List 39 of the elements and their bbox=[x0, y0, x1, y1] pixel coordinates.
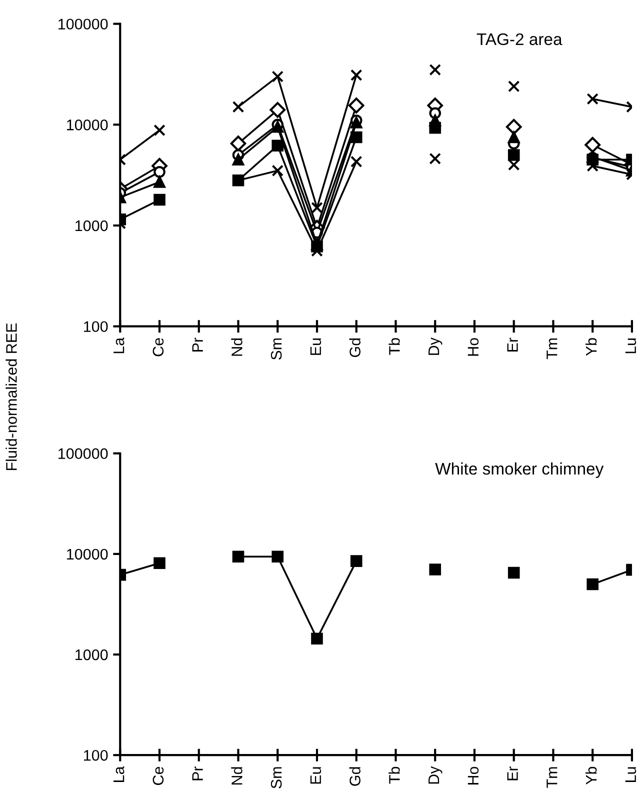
x-tick-label: Lu bbox=[625, 338, 636, 354]
x-tick-label: Er bbox=[507, 766, 518, 780]
x-tick-label: Er bbox=[507, 338, 518, 352]
y-axis-title: Fluid-normalized REE bbox=[6, 323, 17, 470]
x-tick-label: Ce bbox=[152, 338, 164, 356]
x-tick-label: Ho bbox=[468, 338, 479, 356]
y-tick-label: 10000 bbox=[67, 120, 108, 130]
y-tick-label: 100000 bbox=[58, 18, 108, 30]
y-tick-label: 1000 bbox=[76, 649, 108, 660]
x-tick-label: Dy bbox=[428, 766, 442, 784]
y-tick-label: 100 bbox=[84, 750, 108, 761]
x-tick-label: Yb bbox=[585, 766, 597, 785]
x-tick-label: Ce bbox=[152, 766, 164, 785]
x-tick-label: La bbox=[114, 766, 124, 782]
y-tick-label: 10000 bbox=[67, 548, 108, 560]
x-tick-label: Tb bbox=[388, 766, 400, 784]
y-tick-label: 1000 bbox=[76, 220, 108, 232]
x-tick-label: La bbox=[114, 337, 124, 354]
x-tick-label: Gd bbox=[349, 338, 360, 358]
x-tick-label: Eu bbox=[310, 767, 322, 784]
chart-title: TAG-2 area bbox=[476, 33, 562, 46]
x-tick-label: Nd bbox=[231, 767, 242, 784]
x-tick-label: Yb bbox=[585, 338, 597, 356]
y-tick-label: 100000 bbox=[58, 448, 108, 460]
text: White smoker chimney bbox=[435, 462, 604, 478]
x-tick-label: Ho bbox=[468, 766, 479, 784]
x-tick-label: Tb bbox=[388, 338, 400, 355]
y-tick-label: 100 bbox=[84, 321, 108, 332]
x-tick-label: Tm bbox=[546, 338, 558, 360]
x-tick-label: Sm bbox=[270, 338, 282, 360]
x-tick-label: Tm bbox=[546, 767, 558, 788]
x-tick-label: Gd bbox=[349, 767, 360, 786]
x-tick-label: Lu bbox=[625, 767, 636, 782]
x-tick-label: Nd bbox=[231, 338, 242, 356]
x-tick-label: Sm bbox=[270, 767, 282, 788]
x-tick-label: Pr bbox=[192, 766, 203, 780]
x-tick-label: Dy bbox=[428, 337, 442, 355]
x-tick-label: Pr bbox=[192, 338, 203, 352]
x-tick-label: Eu bbox=[310, 338, 322, 355]
